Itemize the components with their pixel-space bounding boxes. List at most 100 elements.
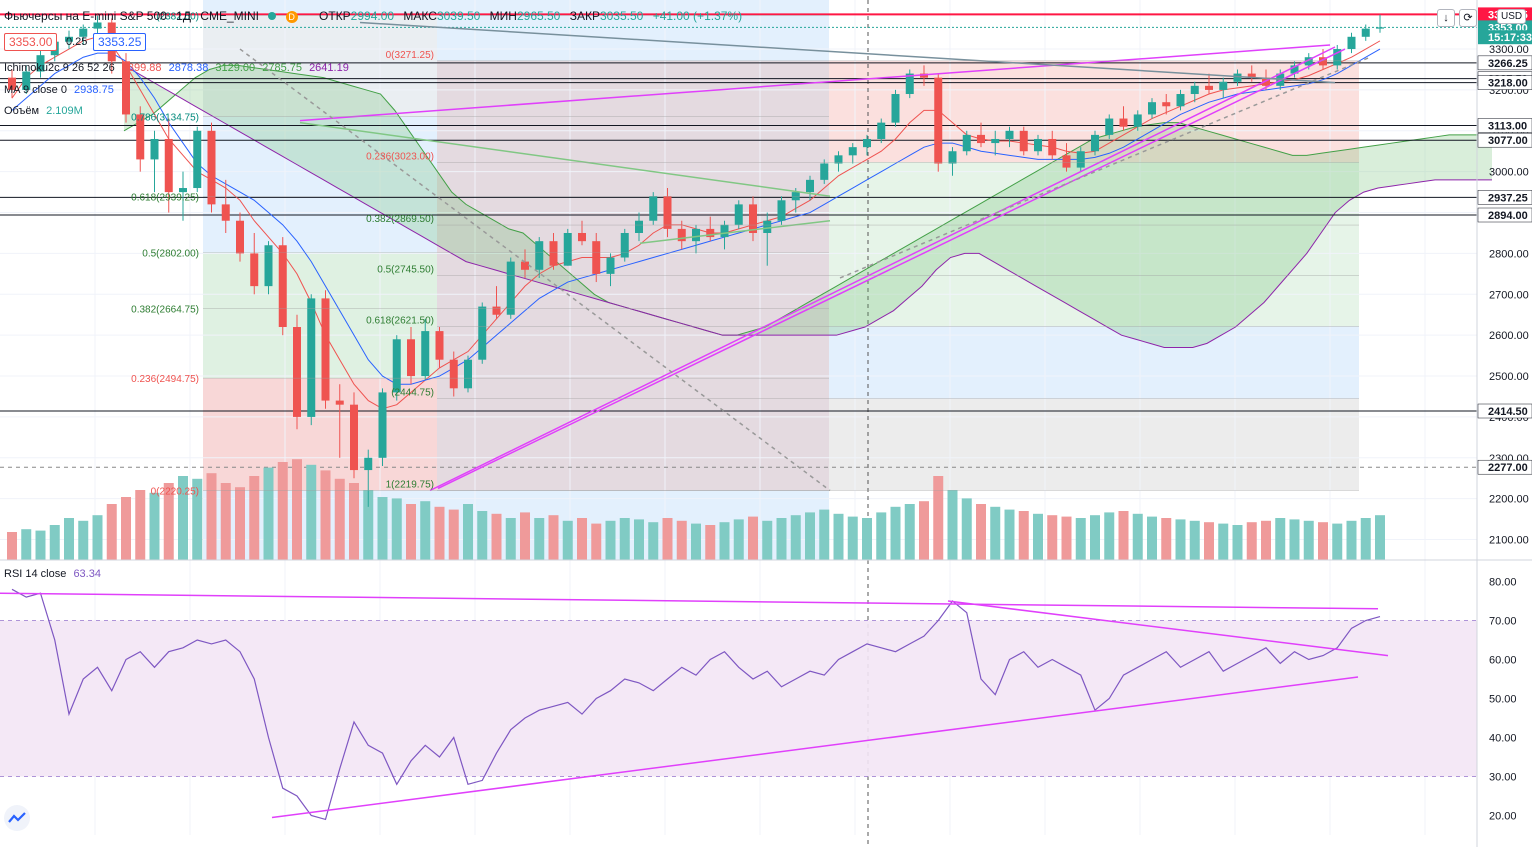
daily-badge: D xyxy=(285,11,298,23)
volume-bar xyxy=(235,487,245,560)
price-tick-label: 2600.00 xyxy=(1489,330,1529,342)
candle-body xyxy=(592,241,601,274)
candle-body xyxy=(720,224,729,238)
price-tick-label: 2700.00 xyxy=(1489,289,1529,301)
volume-bar xyxy=(961,498,972,560)
volume-bar xyxy=(491,513,502,560)
price-tag-label: 2894.00 xyxy=(1488,210,1528,222)
candle-body xyxy=(293,327,301,417)
trend-support-1 xyxy=(429,46,1336,492)
candle-body xyxy=(820,163,829,180)
volume-bar xyxy=(391,498,402,560)
volume-bar xyxy=(1204,522,1214,560)
volume-bar xyxy=(619,518,630,560)
rsi-tick-label: 20.00 xyxy=(1489,811,1517,823)
candle-body xyxy=(193,130,202,189)
fib-left-label: 0.5(2802.00) xyxy=(142,249,199,260)
volume-bar xyxy=(163,483,174,560)
volume-bar xyxy=(21,529,32,560)
volume-bar xyxy=(78,520,89,560)
refresh-icon[interactable]: ⟳ xyxy=(1459,9,1477,27)
volume-bar xyxy=(819,509,830,560)
volume-bar xyxy=(1332,523,1343,560)
candle-body xyxy=(136,114,145,160)
volume-bar xyxy=(277,462,288,560)
candle-body xyxy=(1361,28,1370,37)
volume-bar xyxy=(64,518,74,560)
candle-body xyxy=(863,138,871,148)
fib-zone-mid xyxy=(829,162,1359,327)
price-tag-box xyxy=(1477,75,1532,90)
candle-body xyxy=(1376,27,1384,29)
volume-bar xyxy=(434,506,445,560)
volume-bar xyxy=(520,512,530,560)
ichimoku-span-b: 2641.19 xyxy=(309,62,349,74)
volume-bar xyxy=(577,518,587,560)
volume-bar xyxy=(648,522,659,560)
candle-body xyxy=(364,457,373,471)
candle-body xyxy=(535,241,544,270)
close-value: 3035.50 xyxy=(599,9,644,23)
buy-price-box[interactable]: 3353.25 xyxy=(93,33,147,51)
volume-bar xyxy=(1318,522,1328,560)
volume-bar xyxy=(776,518,787,560)
candle-body xyxy=(250,253,259,287)
volume-bar xyxy=(1075,518,1086,560)
candle-body xyxy=(948,151,957,164)
candle-body xyxy=(1119,118,1128,127)
price-tag-label: 2414.50 xyxy=(1488,406,1528,418)
scroll-down-icon[interactable]: ↓ xyxy=(1437,9,1455,27)
sell-price-box[interactable]: 3353.00 xyxy=(4,33,58,51)
candle-body xyxy=(806,179,814,193)
candle-body xyxy=(1105,118,1114,135)
fib-left-label: 0.382(2664.75) xyxy=(131,305,199,316)
volume-bar xyxy=(1375,515,1385,560)
fib-diagonal xyxy=(239,48,831,492)
rsi-tick-label: 80.00 xyxy=(1489,577,1517,589)
price-tag-label: 2937.25 xyxy=(1488,192,1528,204)
tradingview-logo-icon[interactable] xyxy=(4,805,30,831)
rsi-tick-label: 30.00 xyxy=(1489,772,1517,784)
rsi-legend[interactable]: RSI 14 close 63.34 xyxy=(4,568,105,580)
rsi-pane xyxy=(0,559,1532,821)
volume-bar xyxy=(263,467,274,560)
change-value: +41.00 (+1.37%) xyxy=(652,9,743,23)
price-tick-label: 3300.00 xyxy=(1489,44,1529,56)
volume-bar xyxy=(1289,519,1300,560)
volume-bar xyxy=(121,497,131,560)
ichimoku-legend[interactable]: Ichimoku2c 9 26 52 26 2899.88 2878.38 31… xyxy=(4,62,353,74)
candle-body xyxy=(1076,151,1085,168)
fib-right-label: 0.618(2621.50) xyxy=(366,315,434,326)
volume-bar xyxy=(1175,519,1186,560)
candle-body xyxy=(506,261,515,315)
open-value: 2994.00 xyxy=(350,9,395,23)
fib-left-label: 0.618(2939.25) xyxy=(131,193,199,204)
symbol-title[interactable]: Фьючерсы на E-mini S&P 500 xyxy=(4,9,167,23)
price-tag-box xyxy=(1477,55,1532,71)
volume-bar xyxy=(477,511,488,560)
volume-bar xyxy=(805,512,815,560)
currency-button[interactable]: USD xyxy=(1497,9,1527,24)
volume-legend[interactable]: Объём 2.109M xyxy=(4,105,87,117)
candle-body xyxy=(920,73,928,78)
price-tick-label: 2200.00 xyxy=(1489,494,1529,506)
candle-body xyxy=(1034,138,1042,152)
price-axis[interactable]: 2100.002200.002300.002400.002500.002600.… xyxy=(1476,0,1532,847)
volume-bars xyxy=(7,459,1385,560)
candle-body xyxy=(991,138,1000,144)
candle-body xyxy=(521,261,529,270)
candle-body xyxy=(1162,102,1171,107)
volume-bar xyxy=(691,523,701,560)
ichimoku-tenkan: 2899.88 xyxy=(121,62,162,74)
candle-body xyxy=(962,134,971,152)
interval-label[interactable]: 1Д xyxy=(176,9,191,23)
ma-legend[interactable]: MA 9 close 0 2938.75 xyxy=(4,84,118,96)
trend-lines[interactable] xyxy=(239,21,1371,492)
senkou-span-a xyxy=(123,64,1492,336)
candle-body xyxy=(649,196,658,221)
rsi-tick-label: 50.00 xyxy=(1489,694,1517,706)
volume-bar xyxy=(833,513,844,560)
volume-bar xyxy=(862,518,872,560)
volume-bar xyxy=(947,490,958,560)
